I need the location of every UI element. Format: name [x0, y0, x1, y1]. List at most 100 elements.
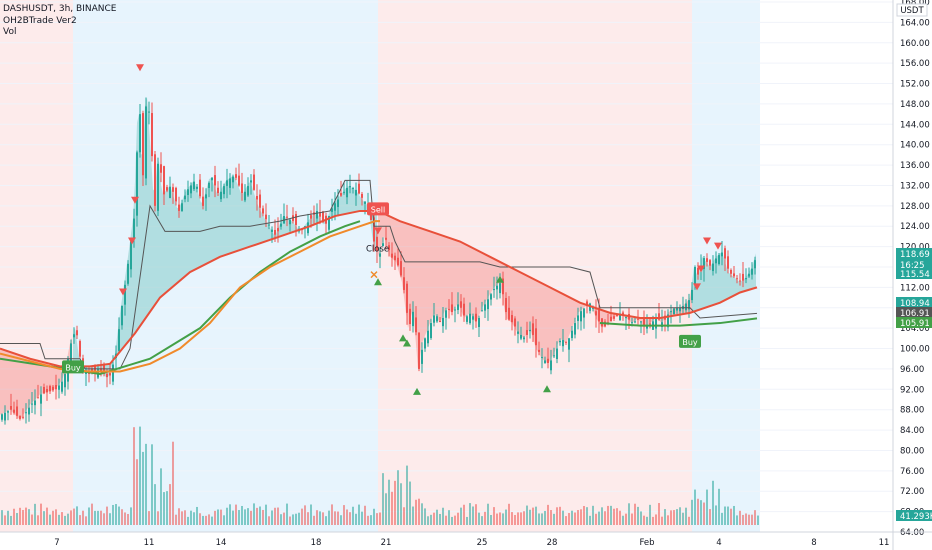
volume-bar [739, 510, 741, 525]
candle-body [547, 358, 549, 363]
price-label: 16:25 [900, 261, 925, 271]
volume-bar [628, 503, 630, 525]
price-label: 118.69 [900, 250, 930, 260]
volume-bar [592, 505, 594, 525]
volume-bar [133, 427, 135, 525]
volume-bar [646, 516, 648, 525]
volume-bar [733, 505, 735, 525]
volume-bar [667, 515, 669, 525]
volume-bar [625, 513, 627, 525]
candle-body [688, 300, 690, 310]
volume-bar [619, 510, 621, 525]
candle-body [400, 261, 402, 276]
volume-bar [256, 507, 258, 525]
candle-body [202, 196, 204, 206]
volume-bar [97, 510, 99, 525]
signal-label: Buy [682, 338, 698, 347]
candle-body [319, 212, 321, 217]
candle-body [436, 316, 438, 322]
currency-unit-box [896, 3, 928, 17]
candle-body [16, 406, 18, 416]
candle-body [118, 329, 120, 351]
candle-body [244, 191, 246, 201]
time-tick-label: 25 [477, 538, 488, 548]
volume-bar [55, 509, 57, 525]
volume-legend[interactable]: Vol [3, 27, 17, 37]
candle-body [145, 106, 147, 179]
volume-bar [160, 468, 162, 525]
candle-body [133, 218, 135, 239]
candle-body [643, 318, 645, 327]
candle-body [613, 316, 615, 319]
volume-bar [325, 516, 327, 525]
volume-bar [697, 498, 699, 525]
volume-bar [418, 498, 420, 525]
volume-bar [166, 491, 168, 525]
volume-bar [394, 480, 396, 525]
candle-body [13, 409, 15, 413]
volume-bar [157, 511, 159, 525]
volume-bar [727, 506, 729, 525]
indicator-legend[interactable]: OH2BTrade Ver2 [3, 16, 77, 26]
volume-bar [430, 514, 432, 525]
volume-bar [448, 510, 450, 525]
volume-bar [268, 516, 270, 525]
candle-body [706, 258, 708, 262]
candle-body [469, 313, 471, 324]
symbol-legend[interactable]: DASHUSDT, 3h, BINANCE [3, 4, 117, 14]
candle-body [64, 374, 66, 388]
candle-body [361, 193, 363, 198]
sell-marker [128, 237, 136, 245]
volume-bar [289, 516, 291, 525]
volume-bar [16, 513, 18, 525]
volume-bar [718, 488, 720, 525]
candle-body [718, 255, 720, 265]
time-tick-label: 14 [216, 538, 227, 548]
volume-bar [574, 512, 576, 525]
volume-bar [67, 513, 69, 525]
sell-marker [693, 283, 701, 291]
candle-body [43, 387, 45, 394]
volume-bar [94, 510, 96, 525]
volume-bar [13, 508, 15, 525]
volume-bar [631, 513, 633, 525]
volume-bar [109, 513, 111, 525]
time-tick-label: 4 [716, 538, 721, 548]
candle-body [544, 360, 546, 363]
price-label: 41.293K [900, 512, 932, 522]
price-tick-label: 136.00 [900, 161, 930, 171]
volume-bar [640, 511, 642, 525]
price-tick-label: 76.00 [900, 467, 924, 477]
buy-marker [399, 334, 407, 342]
candle-body [421, 349, 423, 364]
candle-body [520, 334, 522, 339]
volume-bar [622, 515, 624, 525]
candle-body [181, 203, 183, 212]
sell-marker [119, 288, 127, 296]
volume-bar [556, 507, 558, 525]
candle-body [25, 412, 27, 414]
candle-body [310, 215, 312, 219]
sell-marker [136, 64, 144, 72]
candle-body [739, 280, 741, 282]
candle-body [337, 199, 339, 207]
candle-body [106, 373, 108, 378]
volume-bar [130, 507, 132, 525]
candle-body [154, 154, 156, 206]
volume-bar [46, 507, 48, 525]
volume-bar [478, 512, 480, 525]
candle-body [232, 176, 234, 183]
volume-bar [712, 480, 714, 525]
candle-body [253, 174, 255, 190]
candle-body [79, 341, 81, 357]
volume-bar [502, 513, 504, 525]
candle-body [427, 330, 429, 344]
volume-bar [679, 507, 681, 525]
volume-bar [367, 515, 369, 525]
candle-body [61, 381, 63, 392]
volume-bar [364, 505, 366, 525]
volume-bar [136, 459, 138, 525]
volume-bar [7, 510, 9, 525]
